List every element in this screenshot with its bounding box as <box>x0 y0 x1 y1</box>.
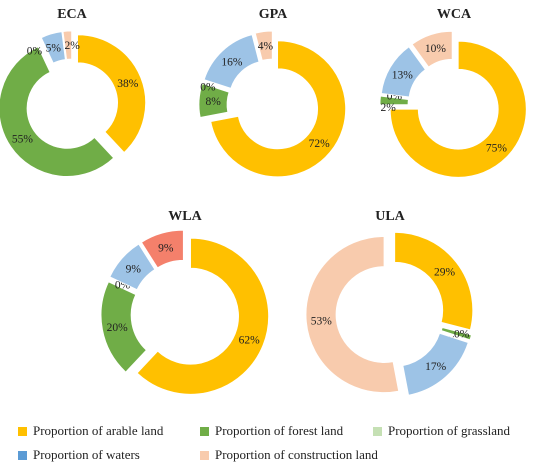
legend-item-grassland: Proportion of grassland <box>373 422 510 440</box>
legend: Proportion of arable land Proportion of … <box>0 416 550 468</box>
slice-arable <box>77 34 146 153</box>
slice-waters <box>402 332 469 396</box>
chart-title: WLA <box>168 209 202 224</box>
slice-waters <box>380 46 426 98</box>
slice-arable <box>394 231 474 331</box>
data-label-waters: 5% <box>46 42 62 54</box>
chart-title: GPA <box>259 7 288 22</box>
data-label-forest: 55% <box>12 134 34 146</box>
legend-swatch-forest <box>200 426 209 436</box>
data-label-construction: 10% <box>425 43 447 55</box>
chart-title: ECA <box>57 7 87 22</box>
slice-waters <box>109 243 156 291</box>
legend-item-construction: Proportion of construction land <box>200 446 378 464</box>
data-label-waters: 16% <box>221 56 243 68</box>
slice-construction <box>254 30 273 61</box>
slice-forest <box>0 46 115 177</box>
legend-label-forest: Proportion of forest land <box>215 423 344 438</box>
data-label-grassland: 0% <box>200 81 216 93</box>
slice-construction <box>305 236 400 393</box>
data-label-grassland: 0% <box>27 46 43 58</box>
legend-item-forest: Proportion of forest land <box>200 422 343 440</box>
slice-arable <box>389 40 527 178</box>
slice-arable <box>210 40 346 178</box>
donut-chart-eca: ECA 38% 55% 0% 5% 2% <box>0 7 146 177</box>
data-label-arable: 62% <box>239 334 261 346</box>
slice-forest <box>379 95 409 106</box>
chart-title: WCA <box>437 7 472 22</box>
slice-arable <box>136 237 269 395</box>
data-label-construction: 53% <box>311 315 333 327</box>
data-label-forest: 20% <box>107 322 129 334</box>
legend-label-grassland: Proportion of grassland <box>388 423 511 438</box>
legend-item-arable: Proportion of arable land <box>18 422 163 440</box>
data-label-arable: 72% <box>309 138 331 150</box>
slice-construction <box>62 30 73 60</box>
slice-forest <box>100 281 147 373</box>
legend-swatch-waters <box>18 450 27 460</box>
data-label-grassland: 0% <box>454 328 470 340</box>
slice-construction <box>411 30 453 68</box>
data-label-arable: 29% <box>434 267 456 279</box>
legend-label-waters: Proportion of waters <box>33 447 140 462</box>
data-label-construction: 4% <box>258 40 274 52</box>
data-label-forest: 2% <box>380 102 396 114</box>
data-label-forest: 8% <box>205 96 221 108</box>
data-label-construction: 2% <box>65 40 81 52</box>
legend-swatch-grassland <box>373 426 382 436</box>
slice-waters <box>203 34 260 89</box>
data-label-waters: 9% <box>126 263 142 275</box>
legend-label-construction: Proportion of construction land <box>215 447 378 462</box>
slice-construction <box>140 229 184 269</box>
legend-swatch-arable <box>18 426 27 436</box>
slice-forest <box>198 83 230 118</box>
chart-title: ULA <box>375 209 405 224</box>
legend-swatch-construction <box>200 450 209 460</box>
slice-forest <box>440 327 472 341</box>
data-label-arable: 75% <box>486 142 508 154</box>
donut-chart-gpa: GPA 72% 8% 0% 16% 4% <box>198 7 346 178</box>
slice-waters <box>40 31 66 64</box>
data-label-arable: 38% <box>117 78 139 90</box>
data-label-construction: 9% <box>158 243 174 255</box>
data-label-waters: 13% <box>392 69 414 81</box>
legend-item-waters: Proportion of waters <box>18 446 140 464</box>
data-label-waters: 17% <box>425 361 447 373</box>
legend-label-arable: Proportion of arable land <box>33 423 164 438</box>
